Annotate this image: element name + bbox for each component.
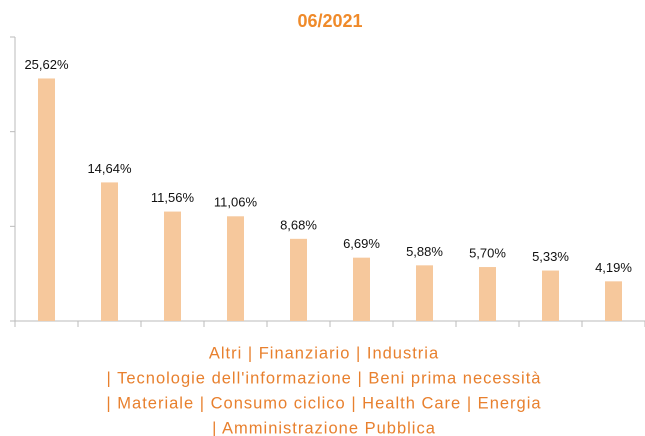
value-label: 4,19% bbox=[595, 260, 632, 275]
bar bbox=[542, 270, 559, 321]
bar bbox=[227, 216, 244, 321]
value-label: 5,70% bbox=[469, 245, 506, 260]
category-caption: | Amministrazione Pubblica bbox=[212, 419, 436, 436]
category-caption: | Tecnologie dell'informazione | Beni pr… bbox=[107, 369, 542, 387]
value-label: 5,88% bbox=[406, 244, 443, 259]
category-caption: Altri | Finanziario | Industria bbox=[209, 344, 439, 362]
value-label: 11,56% bbox=[151, 190, 195, 205]
bar bbox=[101, 182, 118, 321]
value-label: 11,06% bbox=[214, 195, 258, 210]
chart-title: 06/2021 bbox=[297, 11, 362, 31]
value-label: 5,33% bbox=[532, 249, 569, 264]
category-caption: | Materiale | Consumo ciclico | Health C… bbox=[106, 394, 541, 412]
bar bbox=[290, 238, 307, 321]
bar bbox=[605, 281, 622, 321]
bar bbox=[353, 257, 370, 321]
value-label: 6,69% bbox=[343, 236, 380, 251]
value-label: 25,62% bbox=[24, 57, 69, 72]
bar bbox=[416, 265, 433, 321]
value-label: 14,64% bbox=[87, 161, 132, 176]
bar bbox=[479, 267, 496, 321]
bar bbox=[164, 211, 181, 321]
value-label: 8,68% bbox=[280, 217, 317, 232]
bar bbox=[38, 78, 55, 322]
